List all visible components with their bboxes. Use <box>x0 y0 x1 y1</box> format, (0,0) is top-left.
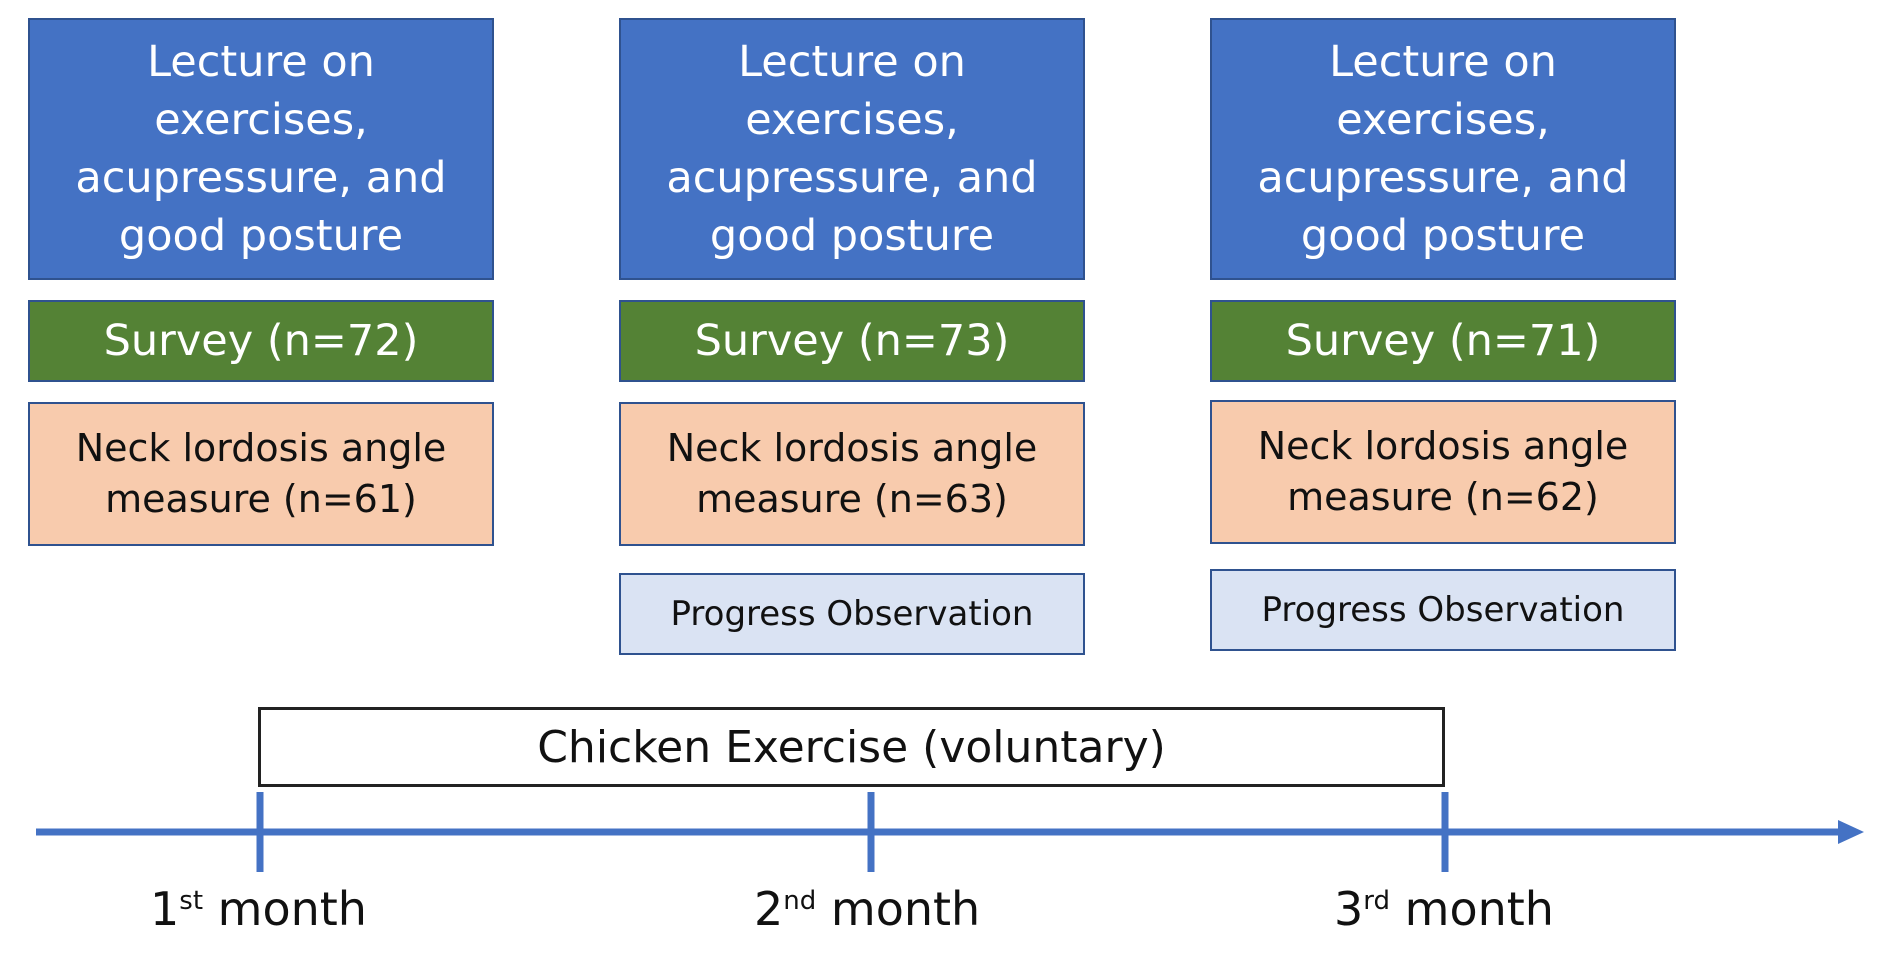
lecture-box-3: Lecture on exercises, acupressure, and g… <box>1210 18 1676 280</box>
month-number-3: 3 <box>1334 882 1364 936</box>
survey-box-1: Survey (n=72) <box>28 300 494 382</box>
survey-text-3: Survey (n=71) <box>1285 316 1601 366</box>
neck-angle-box-3: Neck lordosis angle measure (n=62) <box>1210 400 1676 544</box>
month-number-2: 2 <box>754 882 784 936</box>
month-suffix-2: nd <box>783 886 817 916</box>
month-label-1: 1st month <box>150 882 367 936</box>
month-word-3: month <box>1390 882 1554 936</box>
month-suffix-3: rd <box>1363 886 1391 916</box>
progress-observation-text-2: Progress Observation <box>670 594 1034 634</box>
progress-observation-box-3: Progress Observation <box>1210 569 1676 651</box>
timeline-arrowhead <box>1838 820 1864 844</box>
lecture-box-1: Lecture on exercises, acupressure, and g… <box>28 18 494 280</box>
lecture-box-2: Lecture on exercises, acupressure, and g… <box>619 18 1085 280</box>
survey-text-1: Survey (n=72) <box>103 316 419 366</box>
progress-observation-box-2: Progress Observation <box>619 573 1085 655</box>
neck-angle-text-2: Neck lordosis angle measure (n=63) <box>666 426 1038 521</box>
neck-angle-text-3: Neck lordosis angle measure (n=62) <box>1257 424 1629 519</box>
survey-box-3: Survey (n=71) <box>1210 300 1676 382</box>
neck-angle-box-1: Neck lordosis angle measure (n=61) <box>28 402 494 546</box>
neck-angle-text-1: Neck lordosis angle measure (n=61) <box>75 426 447 521</box>
month-word-2: month <box>816 882 981 936</box>
lecture-text-2: Lecture on exercises, acupressure, and g… <box>666 37 1038 261</box>
month-label-3: 3rd month <box>1334 882 1554 936</box>
neck-angle-box-2: Neck lordosis angle measure (n=63) <box>619 402 1085 546</box>
chicken-exercise-text: Chicken Exercise (voluntary) <box>537 721 1166 773</box>
survey-box-2: Survey (n=73) <box>619 300 1085 382</box>
lecture-text-1: Lecture on exercises, acupressure, and g… <box>75 37 447 261</box>
progress-observation-text-3: Progress Observation <box>1261 590 1625 630</box>
month-word-1: month <box>203 882 367 936</box>
chicken-exercise-box: Chicken Exercise (voluntary) <box>258 707 1445 787</box>
month-suffix-1: st <box>179 886 204 916</box>
survey-text-2: Survey (n=73) <box>694 316 1010 366</box>
month-label-2: 2nd month <box>754 882 980 936</box>
month-number-1: 1 <box>150 882 180 936</box>
lecture-text-3: Lecture on exercises, acupressure, and g… <box>1257 37 1629 261</box>
